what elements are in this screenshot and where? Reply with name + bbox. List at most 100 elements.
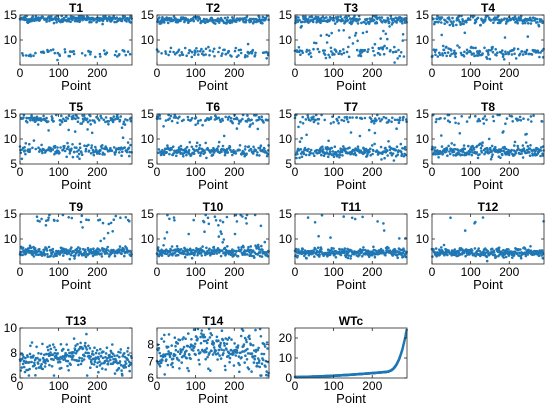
data-point: [467, 152, 471, 156]
data-point: [335, 151, 338, 154]
data-point: [262, 352, 266, 356]
data-point: [529, 245, 532, 248]
data-point: [395, 145, 399, 148]
data-point: [367, 128, 371, 132]
data-point: [53, 51, 57, 55]
data-point: [204, 357, 207, 361]
data-point: [196, 337, 199, 341]
data-point: [485, 118, 488, 122]
data-point: [66, 141, 69, 145]
data-point: [20, 157, 24, 161]
y-tick-label: 8: [147, 338, 154, 352]
data-point: [386, 37, 389, 41]
data-point: [58, 123, 62, 126]
data-point: [503, 145, 506, 149]
data-point: [539, 154, 542, 158]
data-point: [89, 123, 92, 126]
data-point: [387, 119, 391, 122]
data-point: [448, 150, 451, 153]
y-tick-label: 10: [4, 33, 18, 47]
data-point: [402, 55, 406, 58]
data-point: [43, 248, 46, 251]
data-point: [86, 120, 90, 124]
data-point: [372, 49, 375, 53]
data-point: [28, 150, 32, 153]
data-point: [28, 142, 31, 146]
data-point: [161, 359, 164, 362]
data-point: [437, 20, 440, 24]
data-point: [165, 252, 168, 256]
data-point: [128, 150, 131, 154]
subplot-title: T13: [66, 314, 87, 328]
x-tick-label: 100: [461, 165, 481, 179]
data-point: [173, 336, 177, 340]
data-point: [505, 117, 509, 120]
data-point: [34, 374, 37, 377]
data-point: [245, 152, 248, 155]
data-point: [196, 19, 200, 22]
data-point: [106, 231, 110, 235]
data-point: [23, 146, 26, 149]
data-point: [472, 46, 475, 50]
data-point: [539, 252, 542, 255]
data-point: [40, 217, 43, 221]
data-point: [53, 144, 57, 148]
data-point: [250, 17, 253, 21]
data-point: [306, 114, 310, 117]
data-point: [114, 50, 118, 53]
data-point: [114, 117, 117, 121]
data-point: [247, 245, 250, 249]
data-point: [237, 54, 240, 57]
data-point: [362, 246, 365, 249]
data-point: [236, 344, 240, 347]
data-point: [203, 230, 206, 233]
data-point: [472, 52, 476, 55]
data-point: [224, 368, 227, 372]
data-point: [222, 134, 226, 138]
y-tick-label: 15: [141, 207, 155, 221]
data-point: [98, 152, 101, 155]
data-point: [372, 18, 376, 22]
data-point: [519, 119, 523, 122]
data-point: [246, 253, 249, 256]
data-point: [240, 356, 243, 359]
data-point: [478, 153, 481, 156]
data-point: [85, 117, 89, 121]
data-point: [195, 141, 199, 145]
data-point: [251, 249, 255, 252]
data-point: [58, 54, 62, 57]
data-point: [487, 137, 491, 141]
data-point: [383, 156, 386, 160]
data-point: [321, 148, 325, 151]
data-point: [360, 254, 364, 258]
scatter-points: [293, 113, 408, 162]
x-axis-label: Point: [61, 391, 91, 406]
data-point: [168, 152, 171, 156]
data-point: [34, 253, 38, 256]
data-point: [263, 345, 267, 348]
data-point: [222, 238, 226, 241]
data-point: [166, 363, 170, 367]
data-point: [73, 257, 76, 260]
data-point: [106, 252, 109, 255]
data-point: [219, 341, 222, 345]
data-point: [365, 30, 369, 34]
data-point: [193, 345, 196, 348]
data-point: [301, 115, 305, 119]
subplot-title: T14: [203, 314, 224, 328]
data-point: [50, 365, 54, 368]
data-point: [39, 250, 43, 254]
data-point: [511, 120, 514, 123]
data-point: [57, 17, 60, 21]
data-point: [249, 20, 253, 23]
data-point: [348, 146, 351, 149]
data-point: [235, 220, 239, 223]
data-point: [481, 216, 485, 219]
data-point: [256, 364, 259, 368]
data-point: [85, 348, 89, 351]
data-point: [342, 51, 346, 55]
data-point: [449, 216, 452, 219]
data-point: [468, 252, 472, 255]
